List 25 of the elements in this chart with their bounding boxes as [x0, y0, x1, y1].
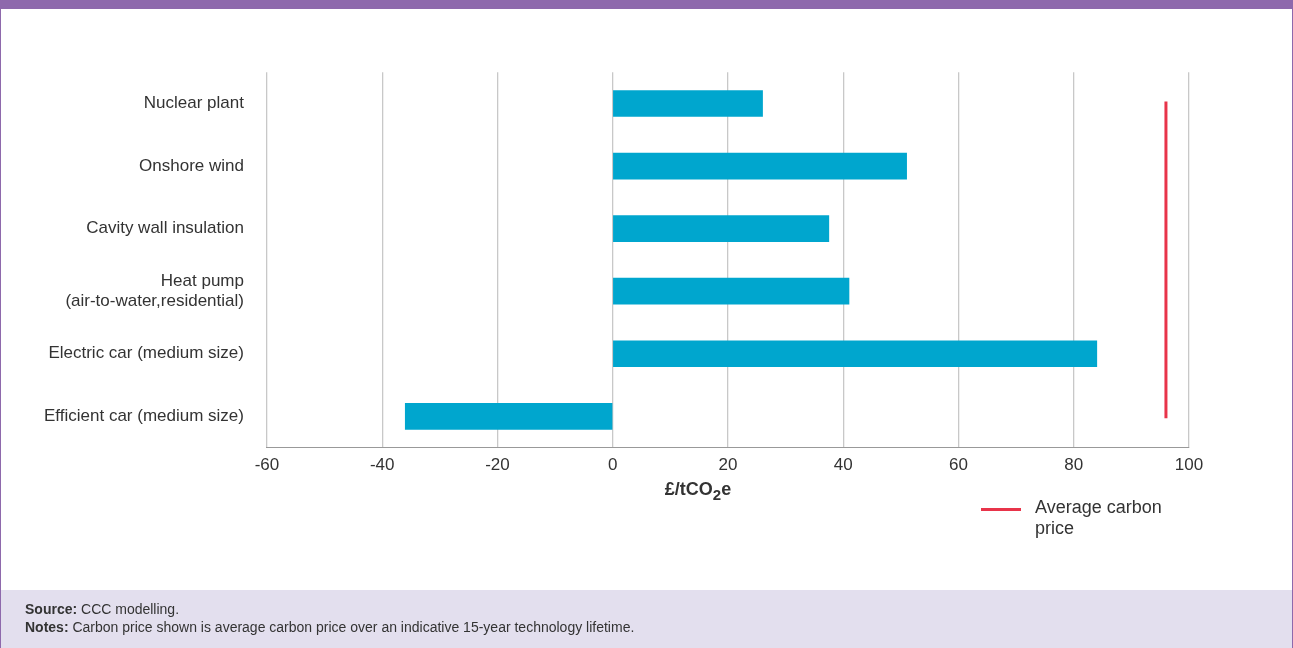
y-tick-label: Electric car (medium size)	[48, 343, 244, 363]
y-tick-label: Onshore wind	[139, 155, 244, 175]
bar	[613, 215, 830, 242]
y-tick-label: Heat pump (air-to-water,residential)	[65, 270, 244, 311]
x-tick-label: 80	[1064, 455, 1084, 475]
text: Notes: Carbon price shown is average carbon price over an indicative 15-year technology lifetime.	[25, 619, 635, 635]
bar	[613, 340, 1098, 368]
source-note: Source: CCC modelling.	[25, 601, 180, 617]
bar	[613, 90, 763, 117]
x-tick-label: 20	[718, 455, 738, 475]
x-tick-label: -60	[254, 455, 280, 475]
y-tick-label: Nuclear plant	[143, 93, 245, 113]
x-tick-label: 100	[1174, 455, 1204, 475]
x-tick-label: 0	[607, 455, 618, 475]
y-tick-label: Cavity wall insulation	[86, 218, 244, 238]
x-tick-label: -20	[485, 455, 510, 475]
x-tick-label: 40	[833, 455, 853, 475]
x-tick-label: -40	[369, 455, 395, 475]
x-axis-title: £/tCO$_{2}$e	[664, 479, 732, 503]
bar	[404, 402, 613, 430]
y-tick-label: Efficient car (medium size)	[44, 406, 244, 425]
bar	[613, 277, 850, 305]
x-tick-label: 60	[949, 455, 968, 475]
legend-label: Average carbon price	[1035, 497, 1163, 539]
bar	[613, 152, 907, 180]
